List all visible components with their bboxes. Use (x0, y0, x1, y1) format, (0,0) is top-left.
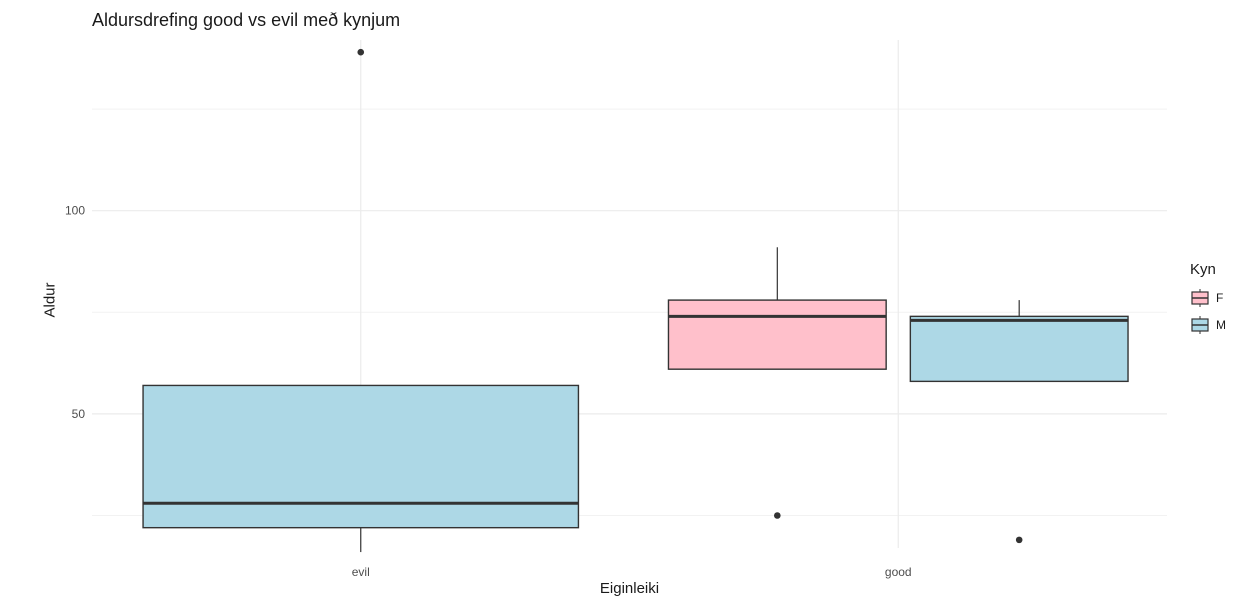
x-tick-label-good: good (885, 565, 912, 579)
legend-item-m: M (1190, 311, 1226, 338)
tick-layer: 50 100 evil good (65, 204, 912, 579)
y-tick-label: 100 (65, 204, 85, 218)
box-good-F (667, 247, 887, 519)
y-axis-title: Aldur (41, 282, 59, 318)
box-iqr (142, 384, 580, 529)
legend-label-m: M (1216, 317, 1226, 332)
legend-label-f: F (1216, 290, 1224, 305)
box-iqr (667, 299, 887, 370)
box-evil-M (142, 48, 580, 553)
grid-layer (92, 40, 1167, 548)
y-tick-label: 50 (72, 407, 86, 421)
outlier-point (774, 512, 781, 519)
chart-title: Aldursdrefing good vs evil með kynjum (92, 10, 401, 30)
legend-title: Kyn (1190, 261, 1216, 278)
outlier-point (1015, 536, 1023, 544)
outlier-point (357, 48, 365, 56)
box-iqr (909, 315, 1129, 383)
x-tick-label-evil: evil (352, 565, 370, 579)
legend-item-f: F (1190, 284, 1226, 311)
box-layer (142, 48, 1129, 553)
box-good-M (909, 300, 1129, 544)
legend-key-m (1191, 315, 1209, 334)
legend: Kyn F M (1190, 261, 1226, 338)
x-axis-title: Eiginleiki (599, 580, 660, 597)
legend-key-f (1191, 288, 1209, 307)
